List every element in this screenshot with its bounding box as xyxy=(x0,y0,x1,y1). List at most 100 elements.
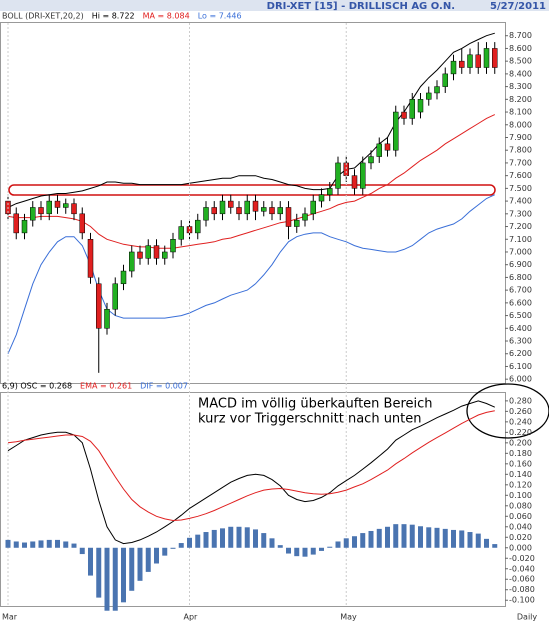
histogram-bar xyxy=(5,539,11,548)
x-axis-label: Daily xyxy=(517,613,538,622)
histogram-bar xyxy=(492,544,498,548)
y-tick-label: 0.240 xyxy=(509,417,532,426)
candle-body xyxy=(236,207,242,215)
candle-body xyxy=(384,143,391,151)
candle-body xyxy=(170,239,176,253)
candle-body xyxy=(63,203,69,208)
y-tick-label: 7.500 xyxy=(509,184,532,193)
histogram-bar xyxy=(467,532,473,548)
candle-body xyxy=(360,162,366,189)
histogram-bar xyxy=(244,527,250,548)
y-tick-label: 0.220 xyxy=(509,428,532,437)
candle-body xyxy=(96,283,102,329)
y-tick-label: 0.180 xyxy=(509,449,532,458)
legend-entry: DIF = 0.007 xyxy=(140,382,188,391)
y-tick-label: 8.500 xyxy=(509,57,532,66)
histogram-bar xyxy=(236,526,242,548)
y-tick-label: -0.020 xyxy=(509,554,535,563)
y-tick-label: 6.400 xyxy=(509,324,532,333)
candle-body xyxy=(46,200,52,215)
y-tick-label: 7.300 xyxy=(509,209,532,218)
candle-body xyxy=(54,200,61,208)
histogram-bar xyxy=(451,529,456,548)
candle-body xyxy=(269,207,275,215)
histogram-bar xyxy=(71,543,77,548)
candle-body xyxy=(30,207,36,221)
histogram-bar xyxy=(162,547,168,556)
y-tick-label: 0.120 xyxy=(509,480,532,489)
y-tick-label: 7.000 xyxy=(509,247,532,256)
legend-entry: Lo = 7.446 xyxy=(198,12,242,21)
candle-body xyxy=(376,143,382,157)
candle-body xyxy=(79,213,85,234)
header-date: 5/27/2011 xyxy=(490,1,546,12)
histogram-bar xyxy=(154,547,159,564)
candle-body xyxy=(129,251,135,272)
candle-body xyxy=(145,245,151,259)
y-tick-label: 8.700 xyxy=(509,31,532,40)
highlight-band xyxy=(8,184,496,196)
y-tick-label: 7.100 xyxy=(509,235,532,244)
candle-body xyxy=(137,251,143,259)
candle-body xyxy=(467,54,473,68)
legend-entry: MA = 8.084 xyxy=(143,12,190,21)
header-title: DRI-XET [15] - DRILLISCH AG O.N. xyxy=(267,1,455,12)
macd-line xyxy=(7,400,496,545)
histogram-bar xyxy=(170,547,176,549)
bollinger-line xyxy=(7,32,495,208)
candle-body xyxy=(195,219,201,234)
candle-body xyxy=(13,213,19,234)
candle-body xyxy=(120,270,127,285)
histogram-bar xyxy=(220,528,225,548)
candle-body xyxy=(211,207,217,215)
candle-body xyxy=(409,99,415,119)
histogram-bar xyxy=(203,532,209,548)
candle-body xyxy=(327,188,333,195)
y-tick-label: 6.500 xyxy=(509,311,532,320)
y-tick-label: 7.700 xyxy=(509,158,532,167)
candle-body xyxy=(393,111,399,151)
y-tick-label: -0.040 xyxy=(509,564,535,573)
histogram-bar xyxy=(393,524,399,548)
y-tick-label: 0.260 xyxy=(509,407,532,416)
x-tick-label: May xyxy=(340,613,357,622)
histogram-bar xyxy=(261,533,267,548)
y-tick-label: 8.000 xyxy=(509,120,532,129)
y-tick-label: 6.300 xyxy=(509,337,532,346)
legend-entry: BOLL (DRI-XET,20,2) xyxy=(2,12,84,21)
legend-entry: 6,9) OSC = 0.268 xyxy=(2,382,72,391)
candle-body xyxy=(294,219,300,227)
y-tick-label: 0.280 xyxy=(509,396,532,405)
candle-body xyxy=(459,60,465,68)
y-tick-label: -0.060 xyxy=(509,575,535,584)
y-tick-label: 8.100 xyxy=(509,108,532,117)
candle-body xyxy=(38,207,44,215)
y-tick-label: 7.400 xyxy=(509,197,532,206)
histogram-bar xyxy=(79,547,85,555)
y-tick-label: 0.200 xyxy=(509,438,532,447)
candle-body xyxy=(492,48,498,68)
candle-body xyxy=(450,60,457,75)
histogram-bar xyxy=(368,530,374,548)
highlight-circle xyxy=(466,383,549,439)
histogram-bar xyxy=(409,524,415,548)
macd-line xyxy=(7,410,495,522)
y-tick-label: 6.600 xyxy=(509,298,532,307)
header-bar xyxy=(0,0,549,11)
y-tick-label: -0.100 xyxy=(509,596,535,605)
y-tick-label: 8.600 xyxy=(509,44,532,53)
candle-body xyxy=(475,54,481,68)
annotation: MACD im völlig überkauften Bereich xyxy=(198,397,433,412)
y-tick-label: 7.200 xyxy=(509,222,532,231)
candle-body xyxy=(244,200,250,215)
candle-body xyxy=(310,200,316,215)
y-tick-label: 0.020 xyxy=(509,533,532,542)
histogram-bar xyxy=(335,541,341,548)
histogram-bar xyxy=(343,538,349,548)
y-tick-label: 6.900 xyxy=(509,260,532,269)
candle-body xyxy=(71,203,77,215)
histogram-bar xyxy=(426,527,432,548)
macd-panel xyxy=(0,392,506,607)
candle-body xyxy=(417,99,424,113)
